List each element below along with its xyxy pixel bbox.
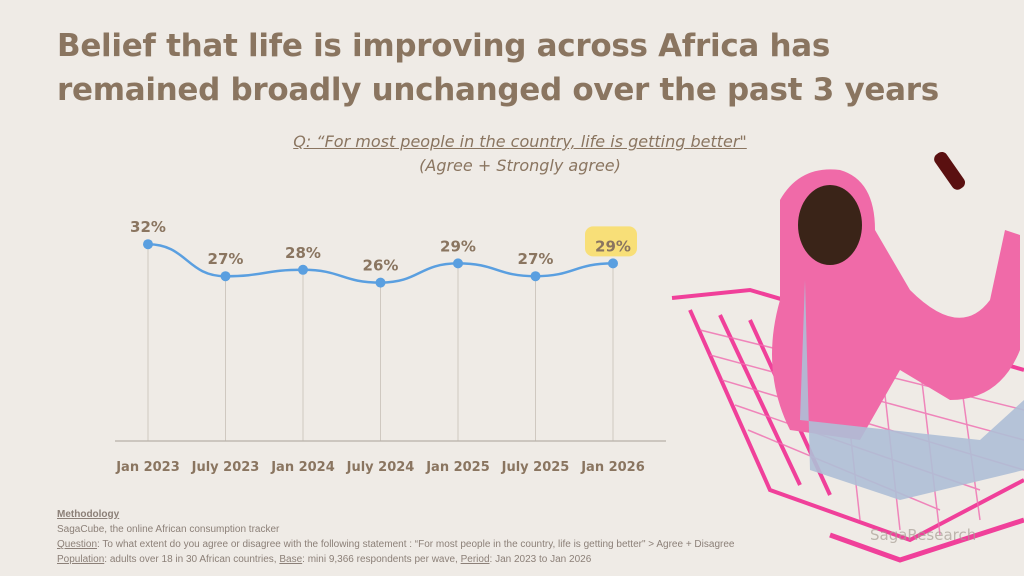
- data-label: 29%: [440, 237, 476, 255]
- methodology-source: SagaCube, the online African consumption…: [57, 524, 280, 535]
- data-point: [608, 258, 618, 269]
- x-tick-label: July 2025: [501, 460, 570, 475]
- question-block: Q: “For most people in the country, life…: [220, 130, 820, 178]
- data-point: [143, 239, 153, 250]
- methodology-notes: Methodology SagaCube, the online African…: [57, 507, 734, 567]
- x-tick-label: Jan 2023: [115, 460, 180, 475]
- x-tick-label: Jan 2024: [270, 460, 335, 475]
- population-detail: : adults over 18 in 30 African countries…: [104, 554, 280, 565]
- base-label: Base: [279, 554, 303, 565]
- question-subtext: (Agree + Strongly agree): [419, 156, 621, 175]
- x-tick-label: Jan 2026: [580, 460, 645, 475]
- logo-watermark: SagaResearch: [870, 526, 976, 544]
- data-point: [453, 258, 463, 269]
- x-tick-label: July 2024: [346, 460, 415, 475]
- data-label: 27%: [518, 250, 554, 268]
- base-detail: : mini 9,366 respondents per wave,: [302, 554, 461, 565]
- question-text: Q: “For most people in the country, life…: [293, 132, 747, 151]
- person-in-shopping-cart-photo: SagaResearch: [671, 151, 1024, 563]
- methodology-heading: Methodology: [57, 509, 120, 520]
- data-label: 27%: [208, 250, 244, 268]
- data-label: 26%: [363, 257, 399, 275]
- data-label: 29%: [595, 237, 631, 255]
- data-point: [298, 264, 308, 275]
- question-label: Question: [57, 539, 98, 550]
- data-label: 32%: [130, 218, 166, 236]
- population-label: Population: [57, 554, 105, 565]
- line-chart: 32% Jan 2023 27% July 2023 28% Jan 2024 26% Jul…: [115, 218, 666, 475]
- x-tick-label: July 2023: [191, 460, 260, 475]
- data-point: [375, 277, 386, 288]
- methodology-population: Population: adults over 18 in 30 African…: [57, 552, 734, 567]
- x-tick-label: Jan 2025: [425, 460, 490, 475]
- methodology-question: Question: To what extent do you agree or…: [57, 537, 734, 552]
- page-title: Belief that life is improving across Afr…: [57, 28, 939, 108]
- data-point: [530, 271, 541, 282]
- period-detail: : Jan 2023 to Jan 2026: [489, 554, 592, 565]
- highlight-box: [585, 226, 637, 257]
- soda-bottle: [934, 151, 965, 190]
- denim-overalls: [800, 280, 1024, 500]
- data-point: [220, 271, 231, 282]
- face: [798, 185, 862, 265]
- period-label: Period: [460, 554, 490, 565]
- data-label: 28%: [285, 244, 321, 262]
- question-detail: : To what extent do you agree or disagre…: [97, 539, 735, 550]
